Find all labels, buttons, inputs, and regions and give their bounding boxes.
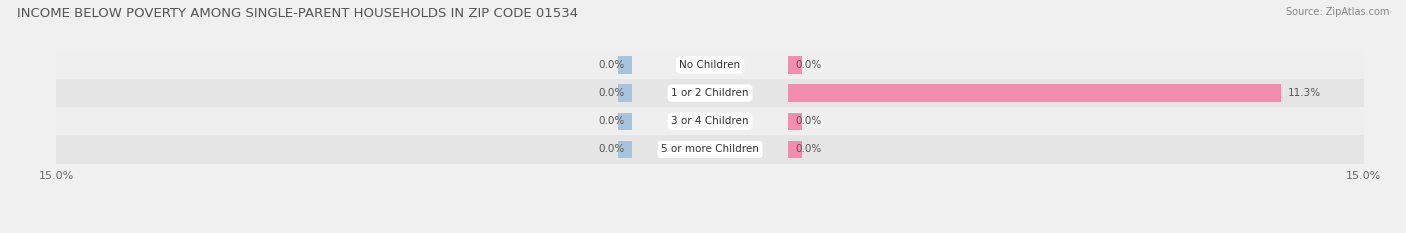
Text: 0.0%: 0.0% <box>599 88 626 98</box>
Bar <box>789 141 801 158</box>
Bar <box>789 56 801 74</box>
Text: 0.0%: 0.0% <box>599 116 626 126</box>
Bar <box>56 79 1364 107</box>
Bar <box>619 84 631 102</box>
Text: 3 or 4 Children: 3 or 4 Children <box>671 116 749 126</box>
Text: Source: ZipAtlas.com: Source: ZipAtlas.com <box>1285 7 1389 17</box>
Text: 0.0%: 0.0% <box>794 60 821 70</box>
Text: 1 or 2 Children: 1 or 2 Children <box>671 88 749 98</box>
Text: INCOME BELOW POVERTY AMONG SINGLE-PARENT HOUSEHOLDS IN ZIP CODE 01534: INCOME BELOW POVERTY AMONG SINGLE-PARENT… <box>17 7 578 20</box>
Bar <box>56 135 1364 164</box>
Bar <box>56 107 1364 135</box>
Text: 11.3%: 11.3% <box>1288 88 1320 98</box>
Bar <box>619 141 631 158</box>
Text: 0.0%: 0.0% <box>794 116 821 126</box>
Bar <box>789 113 801 130</box>
Bar <box>56 51 1364 79</box>
Bar <box>619 113 631 130</box>
Text: 0.0%: 0.0% <box>599 144 626 154</box>
Bar <box>789 84 1281 102</box>
Text: 5 or more Children: 5 or more Children <box>661 144 759 154</box>
Text: 0.0%: 0.0% <box>794 144 821 154</box>
Bar <box>619 56 631 74</box>
Text: No Children: No Children <box>679 60 741 70</box>
Text: 0.0%: 0.0% <box>599 60 626 70</box>
